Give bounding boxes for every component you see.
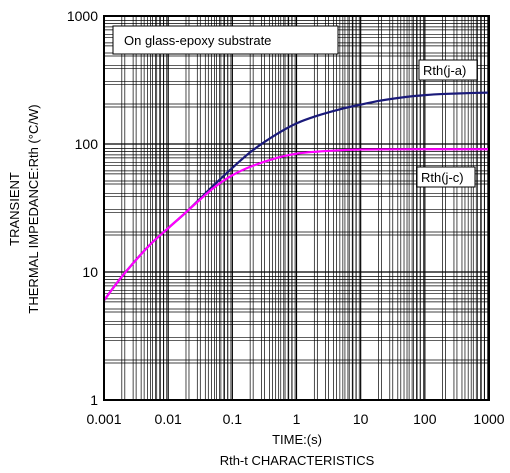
- y-tick-label: 100: [75, 136, 99, 152]
- x-tick-label: 0.1: [223, 411, 243, 427]
- series-layer: [103, 91, 490, 302]
- x-tick-label: 1000: [473, 411, 504, 427]
- x-tick-label: 10: [353, 411, 369, 427]
- y-tick-label: 1000: [67, 8, 98, 24]
- grid: [104, 16, 489, 400]
- annotation-text: On glass-epoxy substrate: [124, 33, 271, 48]
- y-tick-labels: 1 10 100 1000: [67, 8, 98, 408]
- series-label-rth-j-a: Rth(j-a): [418, 59, 478, 81]
- x-axis-title: TIME:(s): [272, 432, 322, 447]
- series-label-rth-j-c: Rth(j-c): [416, 166, 476, 188]
- chart-title: Rth-t CHARACTERISTICS: [220, 453, 375, 468]
- x-tick-label: 0.001: [86, 411, 121, 427]
- x-tick-label: 100: [413, 411, 437, 427]
- y-tick-label: 1: [90, 392, 98, 408]
- y-tick-label: 10: [82, 264, 98, 280]
- x-tick-label: 0.01: [155, 411, 182, 427]
- x-tick-label: 1: [293, 411, 301, 427]
- series-label-rth-j-c-text: Rth(j-c): [421, 170, 464, 185]
- y-axis-title-line-1: TRANSIENT: [7, 172, 22, 246]
- annotation-box: On glass-epoxy substrate: [112, 25, 339, 55]
- series-line-rth-j-c: [103, 148, 490, 302]
- y-axis-title-line-2: THERMAL IMPEDANCE:Rth (°C/W): [26, 104, 41, 313]
- x-tick-labels: 0.001 0.01 0.1 1 10 100 1000: [86, 411, 504, 427]
- series-label-rth-j-a-text: Rth(j-a): [423, 63, 466, 78]
- plot-frame: [103, 15, 490, 401]
